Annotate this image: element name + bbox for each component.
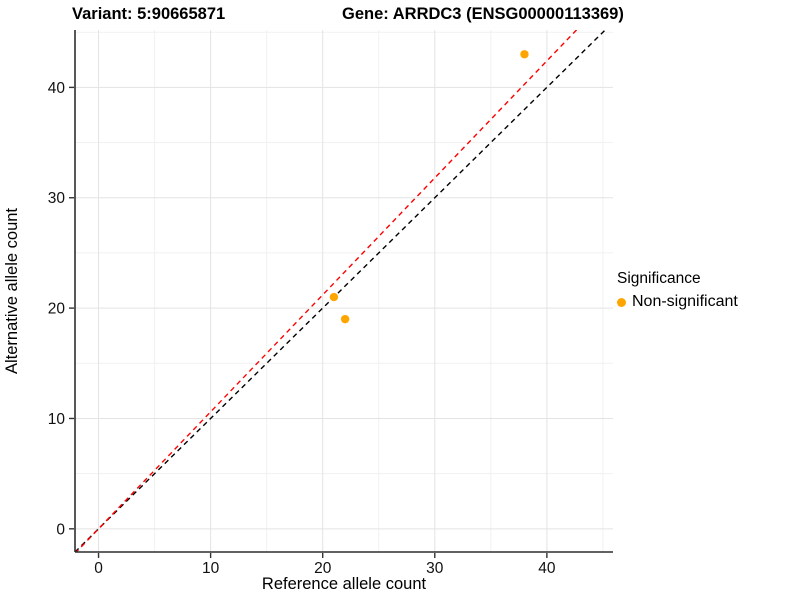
- x-tick-label: 40: [538, 560, 556, 577]
- reference-lines: [75, 30, 607, 552]
- legend-item-label: Non-significant: [632, 293, 738, 310]
- plot-title-variant: Variant: 5:90665871: [72, 5, 226, 23]
- data-point: [329, 292, 339, 302]
- y-tick-label: 20: [48, 301, 66, 318]
- legend-item: Non-significant: [617, 293, 738, 311]
- y-tick-label: 0: [56, 521, 65, 538]
- y-tick-label: 40: [48, 80, 66, 97]
- legend-point-icon: [617, 297, 626, 307]
- y-tick-label: 30: [48, 190, 66, 207]
- y-axis-title: Alternative allele count: [3, 208, 21, 374]
- x-tick-label: 0: [94, 560, 103, 577]
- plot-title-gene: Gene: ARRDC3 (ENSG00000113369): [342, 5, 624, 23]
- legend-title: Significance: [617, 270, 701, 287]
- legend: Significance Non-significant: [617, 270, 738, 311]
- x-tick-label: 10: [202, 560, 220, 577]
- data-point: [520, 50, 529, 59]
- x-axis-title: Reference allele count: [262, 575, 427, 593]
- x-tick-label: 20: [314, 560, 332, 577]
- data-point: [340, 314, 350, 324]
- fit-line: [75, 30, 578, 552]
- identity-line: [75, 30, 607, 552]
- x-tick-label: 30: [426, 560, 444, 577]
- y-tick-label: 10: [48, 411, 66, 428]
